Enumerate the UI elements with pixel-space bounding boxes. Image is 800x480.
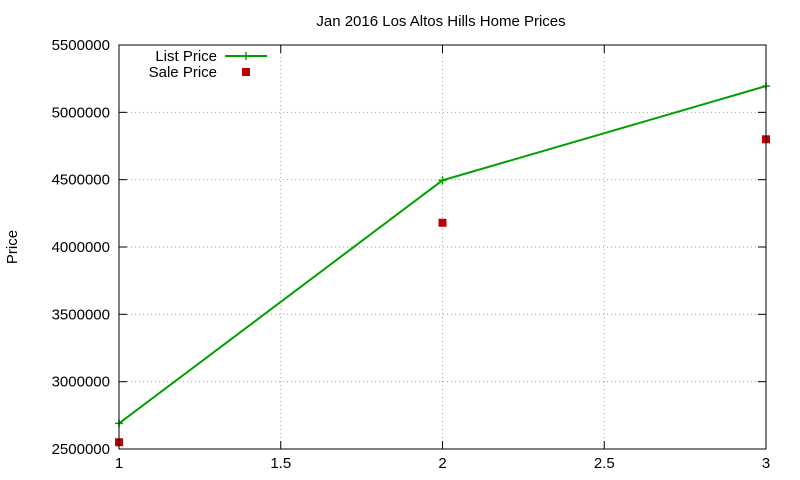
series-layer: [115, 82, 770, 447]
legend-label: Sale Price: [149, 64, 217, 81]
y-ticks: 2500000 3000000 3500000 4000000 4500000 50000…: [52, 37, 766, 458]
series-line-0: [118, 85, 767, 425]
legend-swatch-marker: [242, 52, 250, 60]
y-tick-label: 2500000: [52, 441, 110, 458]
series-point-1: [438, 218, 447, 227]
x-tick-label: 3: [762, 455, 770, 472]
grid: [119, 45, 766, 449]
x-tick-label: 2.5: [594, 455, 615, 472]
y-tick-label: 4000000: [52, 239, 110, 256]
legend-label: List Price: [155, 48, 217, 65]
x-tick-label: 1: [115, 455, 123, 472]
x-ticks: 1 1.5 2 2.5 3: [115, 45, 770, 472]
x-tick-label: 2: [438, 455, 446, 472]
y-tick-label: 3000000: [52, 374, 110, 391]
y-axis-label: Price: [4, 230, 21, 264]
series-point-0: [438, 176, 447, 185]
legend-swatch-marker: [242, 68, 250, 76]
y-tick-label: 3500000: [52, 306, 110, 323]
y-tick-label: 5000000: [52, 104, 110, 121]
chart-title: Jan 2016 Los Altos Hills Home Prices: [316, 13, 565, 30]
plot-frame: [118, 44, 767, 450]
x-tick-label: 1.5: [270, 455, 291, 472]
y-tick-label: 5500000: [52, 37, 110, 54]
y-tick-label: 4500000: [52, 172, 110, 189]
